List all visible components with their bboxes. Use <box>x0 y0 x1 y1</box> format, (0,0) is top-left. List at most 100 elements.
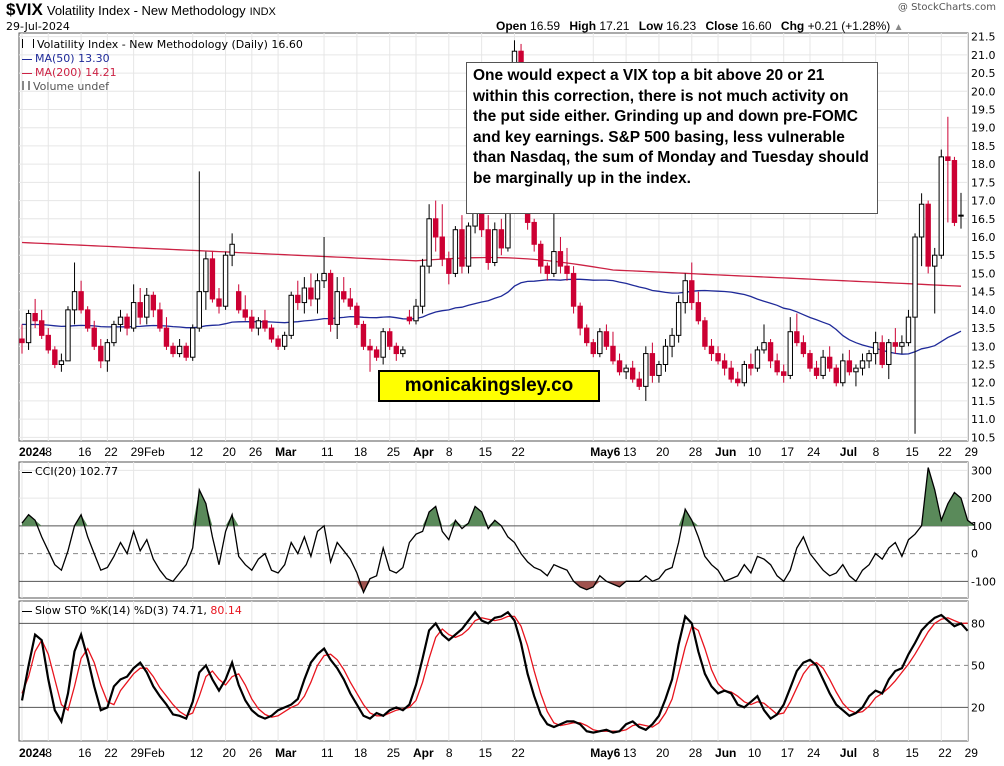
candle <box>196 171 202 332</box>
candle-body <box>616 360 623 373</box>
candle-body <box>150 294 157 311</box>
candle <box>190 324 196 361</box>
candle <box>656 360 662 383</box>
legend-volume: Volume undef <box>22 80 303 94</box>
candle-body <box>787 331 793 376</box>
line-icon <box>22 58 32 60</box>
x-tick-label: 11 <box>321 746 334 760</box>
x-tick-label: 29 <box>965 445 979 459</box>
x-tick-label: 26 <box>249 746 263 760</box>
sto-label: Slow STO %K(14) %D(3) 74.71, 80.14 <box>22 604 242 617</box>
x-tick-label: 16 <box>78 445 92 459</box>
candle <box>130 284 137 332</box>
x-tick-label: Jun <box>715 746 736 760</box>
x-tick-label: 12 <box>190 746 204 760</box>
candle-body <box>544 265 551 274</box>
x-tick-label: 20 <box>223 445 237 459</box>
panel-frame-2 <box>18 461 969 599</box>
candle-body <box>117 316 124 325</box>
price-legend: Volatility Index - New Methodology (Dail… <box>22 38 303 94</box>
candle-body <box>452 229 459 274</box>
candle <box>124 313 130 336</box>
candle <box>951 156 958 227</box>
candle-body <box>761 342 767 351</box>
x-tick-label: 15 <box>479 445 493 459</box>
legend-price: Volatility Index - New Methodology (Dail… <box>22 38 303 52</box>
candle-body <box>341 291 347 300</box>
candle-body <box>531 221 537 245</box>
candle <box>794 313 800 347</box>
candle-body <box>354 305 360 325</box>
candle <box>419 258 426 314</box>
candle-body <box>203 258 209 293</box>
candle-body <box>400 349 406 355</box>
candle-body <box>662 345 669 365</box>
candle-body <box>918 203 925 238</box>
candle-body <box>774 360 780 373</box>
candle <box>45 328 51 354</box>
open-label: Open <box>496 19 527 33</box>
candle-body <box>846 360 853 373</box>
candle-body <box>170 345 176 355</box>
candle <box>242 295 248 321</box>
candle-body <box>853 367 859 373</box>
candle <box>833 364 839 387</box>
candle <box>859 353 866 376</box>
candle <box>373 346 380 361</box>
candle <box>367 339 373 372</box>
candle-body <box>98 345 104 362</box>
candle-body <box>912 236 918 318</box>
candle <box>406 309 413 325</box>
candle-body <box>137 302 143 318</box>
candle <box>268 324 275 343</box>
price-y-tick: 18.0 <box>971 158 996 171</box>
candle-body <box>71 291 78 311</box>
line-icon <box>22 610 32 612</box>
x-tick-label: Jul <box>840 445 857 459</box>
candle-body <box>406 316 413 322</box>
x-tick-label: 25 <box>387 746 401 760</box>
x-tick-label: 22 <box>938 746 952 760</box>
x-tick-label: Jun <box>715 445 736 459</box>
candle-body <box>360 323 367 347</box>
candle <box>918 193 925 267</box>
x-tick-label: 8 <box>446 445 453 459</box>
x-tick-label: 22 <box>938 445 952 459</box>
cci-label: CCI(20) 102.77 <box>22 465 118 478</box>
candle-body <box>748 364 754 369</box>
candle-body <box>735 378 741 384</box>
candle-body <box>465 225 472 267</box>
candle-body <box>288 294 294 336</box>
candle <box>432 200 439 252</box>
x-tick-label: Mar <box>275 445 297 459</box>
candle-body <box>597 331 603 355</box>
candle <box>557 237 564 274</box>
price-y-tick: 16.5 <box>971 213 996 226</box>
candle-body <box>754 349 761 369</box>
candle <box>669 328 675 358</box>
candle <box>564 247 570 281</box>
candle <box>629 360 636 383</box>
candle-body <box>65 309 71 362</box>
candle-body <box>656 364 662 376</box>
sto-y-tick: 80 <box>971 617 985 630</box>
candle-body <box>636 378 642 387</box>
price-y-tick: 16.0 <box>971 231 996 244</box>
panel-frame-3 <box>18 600 969 742</box>
x-tick-label: 18 <box>354 445 368 459</box>
candle-body <box>905 316 912 344</box>
candle-body <box>879 342 885 365</box>
candle <box>787 317 793 380</box>
candle <box>597 328 603 358</box>
candle-body <box>176 345 183 355</box>
x-tick-label: 13 <box>623 746 637 760</box>
candle <box>702 317 708 350</box>
sto-label-d: 80.14 <box>210 604 242 617</box>
candle <box>958 192 964 229</box>
volume-bars-icon <box>22 81 30 90</box>
candle-body <box>492 229 498 263</box>
candle <box>649 342 656 383</box>
high-value: 17.21 <box>599 19 630 33</box>
candle-body <box>859 360 866 369</box>
candle-body <box>584 327 590 344</box>
